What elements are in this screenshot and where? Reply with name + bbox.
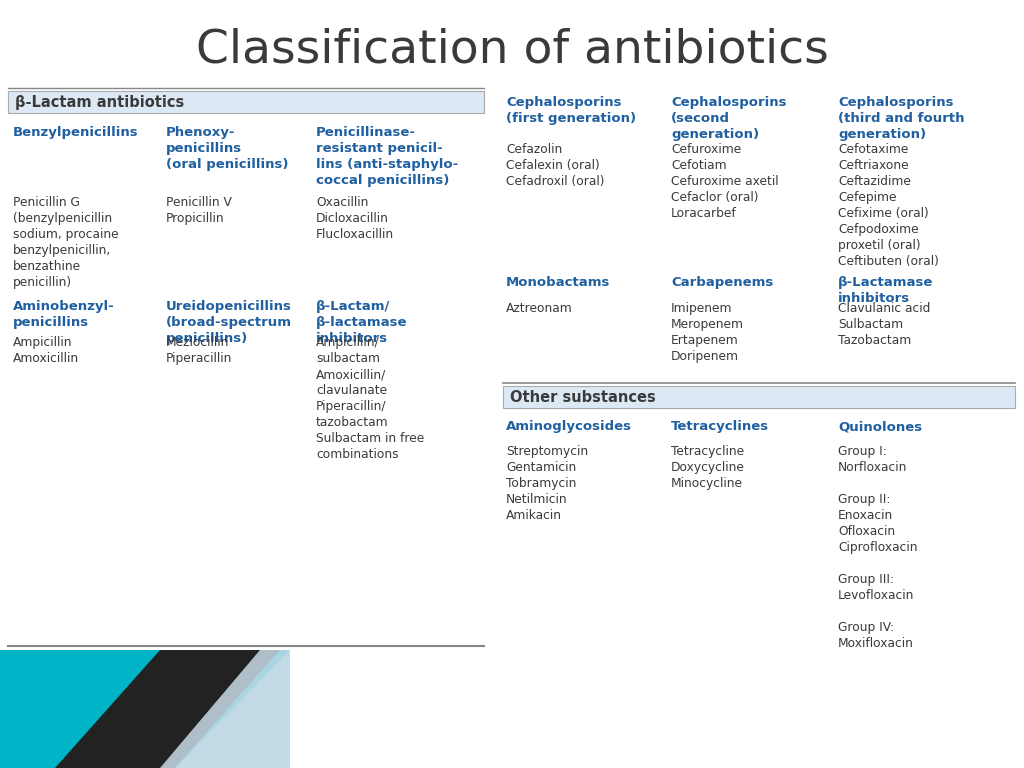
Text: Tetracycline
Doxycycline
Minocycline: Tetracycline Doxycycline Minocycline bbox=[671, 445, 744, 490]
Polygon shape bbox=[175, 650, 290, 768]
Text: Penicillin G
(benzylpenicillin
sodium, procaine
benzylpenicillin,
benzathine
pen: Penicillin G (benzylpenicillin sodium, p… bbox=[13, 196, 119, 289]
Text: Classification of antibiotics: Classification of antibiotics bbox=[196, 28, 828, 72]
Text: Group I:
Norfloxacin

Group II:
Enoxacin
Ofloxacin
Ciprofloxacin

Group III:
Lev: Group I: Norfloxacin Group II: Enoxacin … bbox=[838, 445, 918, 650]
Text: Ureidopenicillins
(broad-spectrum
penicillins): Ureidopenicillins (broad-spectrum penici… bbox=[166, 300, 292, 345]
Text: Mezlocillin
Piperacillin: Mezlocillin Piperacillin bbox=[166, 336, 232, 365]
Text: Streptomycin
Gentamicin
Tobramycin
Netilmicin
Amikacin: Streptomycin Gentamicin Tobramycin Netil… bbox=[506, 445, 588, 522]
Text: Ampicillin/
sulbactam
Amoxicillin/
clavulanate
Piperacillin/
tazobactam
Sulbacta: Ampicillin/ sulbactam Amoxicillin/ clavu… bbox=[316, 336, 424, 461]
Text: Oxacillin
Dicloxacillin
Flucloxacillin: Oxacillin Dicloxacillin Flucloxacillin bbox=[316, 196, 394, 241]
Text: β-Lactam/
β-lactamase
inhibitors: β-Lactam/ β-lactamase inhibitors bbox=[316, 300, 408, 345]
Text: Penicillinase-
resistant penicil-
lins (anti-staphylo-
coccal penicillins): Penicillinase- resistant penicil- lins (… bbox=[316, 126, 459, 187]
Text: Monobactams: Monobactams bbox=[506, 276, 610, 289]
Polygon shape bbox=[160, 650, 290, 768]
Text: Phenoxy-
penicillins
(oral penicillins): Phenoxy- penicillins (oral penicillins) bbox=[166, 126, 289, 171]
Text: Other substances: Other substances bbox=[510, 389, 655, 405]
Text: Penicillin V
Propicillin: Penicillin V Propicillin bbox=[166, 196, 231, 225]
Polygon shape bbox=[0, 650, 290, 768]
Text: Cefuroxime
Cefotiam
Cefuroxime axetil
Cefaclor (oral)
Loracarbef: Cefuroxime Cefotiam Cefuroxime axetil Ce… bbox=[671, 143, 778, 220]
Text: Carbapenems: Carbapenems bbox=[671, 276, 773, 289]
Text: Tetracyclines: Tetracyclines bbox=[671, 420, 769, 433]
Text: Aztreonam: Aztreonam bbox=[506, 302, 572, 315]
Text: Cefotaxime
Ceftriaxone
Ceftazidime
Cefepime
Cefixime (oral)
Cefpodoxime
proxetil: Cefotaxime Ceftriaxone Ceftazidime Cefep… bbox=[838, 143, 939, 268]
Text: Aminoglycosides: Aminoglycosides bbox=[506, 420, 632, 433]
Text: β-Lactamase
inhibitors: β-Lactamase inhibitors bbox=[838, 276, 933, 305]
Bar bbox=[503, 386, 1015, 408]
Polygon shape bbox=[55, 650, 280, 768]
Text: Benzylpenicillins: Benzylpenicillins bbox=[13, 126, 138, 139]
Text: Cephalosporins
(third and fourth
generation): Cephalosporins (third and fourth generat… bbox=[838, 96, 965, 141]
Text: Ampicillin
Amoxicillin: Ampicillin Amoxicillin bbox=[13, 336, 79, 365]
Bar bbox=[8, 91, 484, 113]
Text: Imipenem
Meropenem
Ertapenem
Doripenem: Imipenem Meropenem Ertapenem Doripenem bbox=[671, 302, 744, 363]
Text: Quinolones: Quinolones bbox=[838, 420, 923, 433]
Text: Clavulanic acid
Sulbactam
Tazobactam: Clavulanic acid Sulbactam Tazobactam bbox=[838, 302, 931, 347]
Text: Aminobenzyl-
penicillins: Aminobenzyl- penicillins bbox=[13, 300, 115, 329]
Text: β-Lactam antibiotics: β-Lactam antibiotics bbox=[15, 94, 184, 110]
Text: Cephalosporins
(second
generation): Cephalosporins (second generation) bbox=[671, 96, 786, 141]
Text: Cefazolin
Cefalexin (oral)
Cefadroxil (oral): Cefazolin Cefalexin (oral) Cefadroxil (o… bbox=[506, 143, 604, 188]
Text: Cephalosporins
(first generation): Cephalosporins (first generation) bbox=[506, 96, 636, 125]
